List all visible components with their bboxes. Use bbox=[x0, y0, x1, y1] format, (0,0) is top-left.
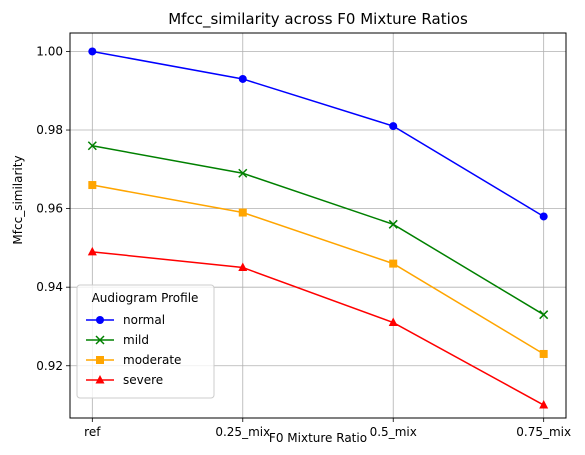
chart-title: Mfcc_similarity across F0 Mixture Ratios bbox=[168, 10, 468, 29]
legend-box bbox=[76, 284, 215, 399]
x-tick-label: 0.25_mix bbox=[215, 425, 270, 439]
legend-marker bbox=[96, 356, 104, 364]
series-line-normal bbox=[92, 50, 545, 218]
data-point-severe bbox=[388, 317, 398, 327]
legend: Audiogram Profile normal mild moderate seve… bbox=[76, 284, 215, 399]
x-axis-label: F0 Mixture Ratio bbox=[269, 431, 367, 445]
series-severe bbox=[87, 246, 549, 409]
data-point-moderate bbox=[88, 181, 97, 190]
legend-label: mild bbox=[123, 333, 149, 347]
data-point-normal bbox=[539, 212, 548, 221]
series-line-moderate bbox=[92, 184, 545, 355]
legend-label: normal bbox=[123, 313, 165, 327]
legend-marker bbox=[95, 375, 105, 384]
y-tick-label: 0.92 bbox=[36, 359, 63, 373]
data-point-severe bbox=[238, 262, 248, 272]
series-moderate bbox=[88, 181, 548, 358]
legend-label: severe bbox=[123, 373, 163, 387]
series-line-severe bbox=[92, 251, 545, 406]
x-tick-label: ref bbox=[84, 425, 101, 439]
legend-item-normal: normal bbox=[86, 313, 165, 327]
legend-marker bbox=[95, 335, 105, 345]
data-point-moderate bbox=[238, 208, 247, 217]
legend-title: Audiogram Profile bbox=[92, 291, 199, 305]
plot-frame bbox=[69, 32, 567, 419]
x-tick-label: 0.5_mix bbox=[370, 425, 417, 439]
data-point-normal bbox=[238, 74, 247, 83]
x-axis: ref 0.25_mix 0.5_mix 0.75_mix bbox=[84, 418, 571, 439]
data-point-mild bbox=[238, 168, 248, 178]
data-point-moderate bbox=[389, 259, 398, 268]
series-normal bbox=[88, 47, 548, 221]
y-axis: 0.92 0.94 0.96 0.98 1.00 bbox=[36, 44, 70, 373]
series-mild bbox=[87, 141, 549, 320]
data-point-moderate bbox=[539, 349, 548, 358]
data-point-mild bbox=[87, 141, 97, 151]
data-point-normal bbox=[389, 122, 398, 131]
y-tick-label: 0.98 bbox=[36, 123, 63, 137]
legend-marker bbox=[96, 316, 104, 324]
y-tick-label: 0.96 bbox=[36, 202, 63, 216]
legend-item-moderate: moderate bbox=[86, 353, 181, 367]
y-tick-label: 0.94 bbox=[36, 280, 63, 294]
data-point-normal bbox=[88, 47, 97, 56]
y-tick-label: 1.00 bbox=[36, 44, 63, 58]
data-point-severe bbox=[539, 400, 549, 409]
data-point-mild bbox=[539, 310, 549, 320]
series-layer bbox=[87, 47, 549, 409]
legend-items: normal mild moderate severe bbox=[86, 313, 181, 387]
data-point-mild bbox=[388, 219, 398, 229]
legend-item-mild: mild bbox=[86, 333, 149, 347]
series-line-mild bbox=[92, 145, 545, 316]
y-axis-label: Mfcc_similarity bbox=[11, 155, 25, 244]
x-tick-label: 0.75_mix bbox=[516, 425, 571, 439]
legend-item-severe: severe bbox=[86, 373, 163, 387]
data-point-severe bbox=[87, 246, 97, 256]
legend-label: moderate bbox=[123, 353, 181, 367]
